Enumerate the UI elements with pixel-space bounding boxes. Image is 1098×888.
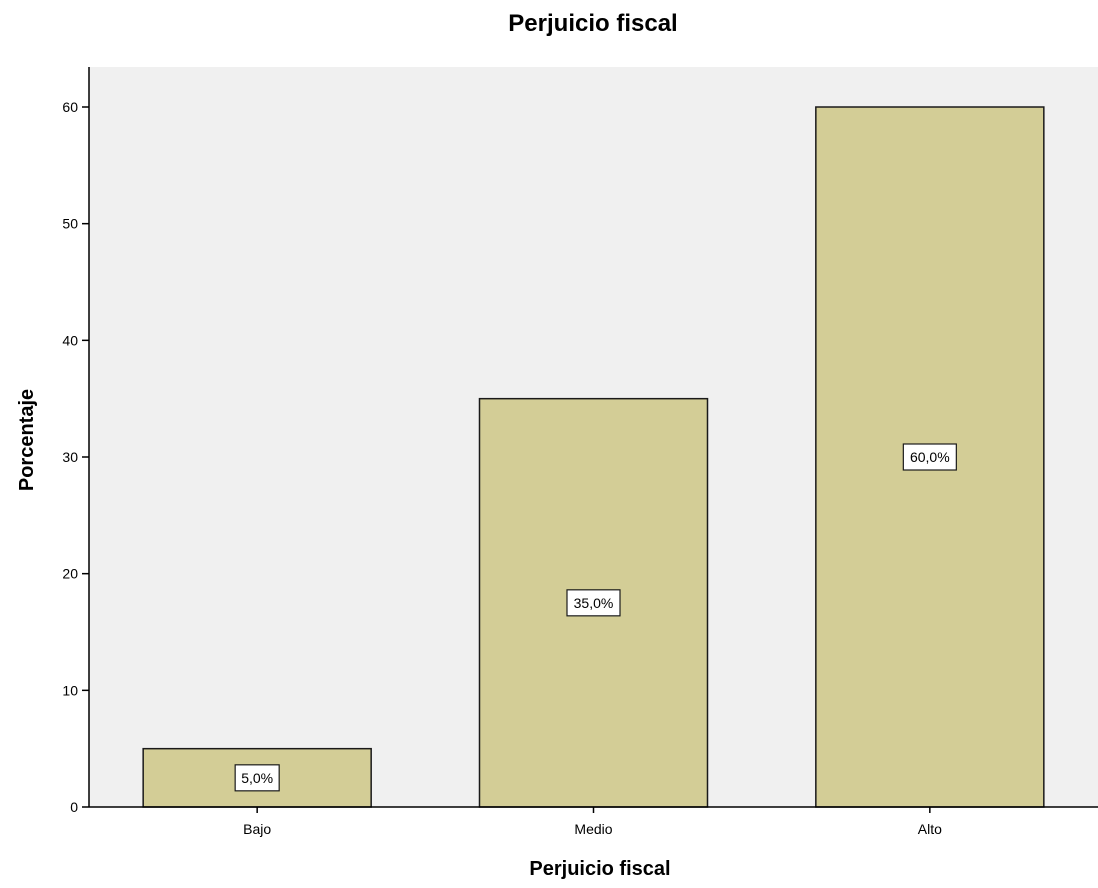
x-axis-title: Perjuicio fiscal (529, 858, 670, 880)
y-ticks: 0 10 20 30 40 50 60 (62, 99, 89, 815)
chart-title: Perjuicio fiscal (508, 10, 677, 37)
x-tick-label: Bajo (243, 821, 271, 837)
data-label-box (234, 764, 280, 792)
x-tick-label: Alto (918, 821, 942, 837)
data-label-box (902, 443, 957, 471)
y-axis-title: Porcentaje (16, 389, 38, 491)
data-label-box (566, 589, 621, 617)
y-tick-label: 40 (62, 332, 78, 348)
y-tick-label: 60 (62, 99, 78, 115)
data-label: 35,0% (574, 595, 614, 611)
y-tick-label: 0 (70, 799, 78, 815)
x-tick-label: Medio (574, 821, 612, 837)
x-ticks: Bajo Medio Alto (243, 807, 942, 837)
y-tick-label: 20 (62, 566, 78, 582)
y-tick-label: 50 (62, 216, 78, 232)
data-label: 5,0% (241, 770, 273, 786)
data-labels: 5,0% 35,0% 60,0% (234, 443, 957, 792)
data-label: 60,0% (910, 449, 950, 465)
y-tick-label: 30 (62, 449, 78, 465)
y-tick-label: 10 (62, 682, 78, 698)
